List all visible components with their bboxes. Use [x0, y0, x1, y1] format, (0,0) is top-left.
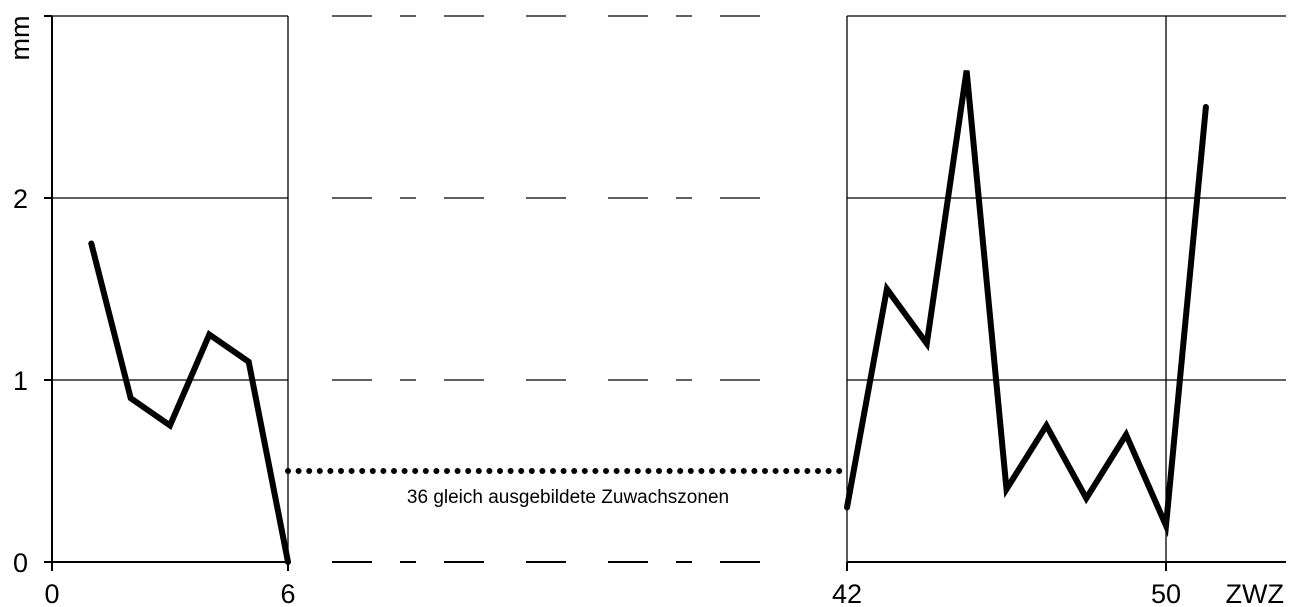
series-line-left [88, 240, 291, 565]
labels: mm ZWZ 36 gleich ausgebildete Zuwachszon… [5, 16, 1284, 607]
x-tick-label: 6 [280, 579, 295, 607]
y-tick-label: 1 [13, 366, 28, 396]
series [88, 70, 1209, 565]
x-tick-label: 42 [832, 579, 862, 607]
series-line-right [844, 70, 1209, 538]
y-tick-label: 0 [13, 548, 28, 578]
x-axis-label: ZWZ [1226, 579, 1284, 607]
bridge-annotation: 36 gleich ausgebildete Zuwachszonen [407, 487, 729, 508]
y-axis-label: mm [5, 16, 35, 61]
y-tick-label: 2 [13, 184, 28, 214]
axes [44, 15, 1286, 571]
x-tick-label: 0 [44, 579, 59, 607]
x-tick-label: 50 [1151, 579, 1181, 607]
grid [52, 15, 1286, 562]
